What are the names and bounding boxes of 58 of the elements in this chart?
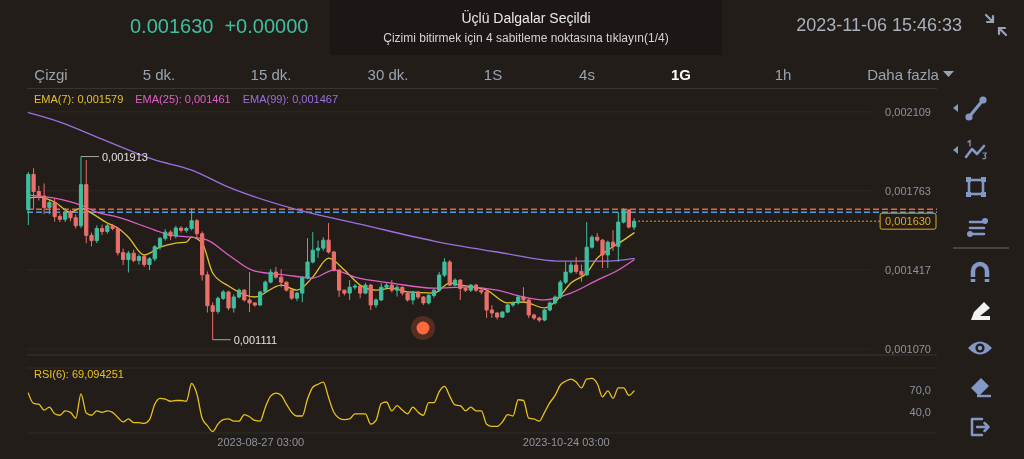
x-tick-label: 2023-08-27 03:00 — [217, 436, 305, 448]
text: EMA(25): 0,001461 — [135, 93, 231, 105]
series-label: RSI(6): 69,094251 — [34, 368, 124, 380]
annotation: 0,001111 — [233, 333, 278, 346]
candlestick — [26, 171, 31, 226]
candlestick — [168, 229, 173, 241]
candlestick — [410, 290, 415, 306]
candlestick — [226, 290, 231, 311]
candlestick — [368, 283, 373, 311]
text: 2023-11-06 15:46:33 — [796, 15, 962, 35]
y-tick-label: 0,002109 — [885, 105, 931, 118]
candlestick — [468, 283, 473, 293]
candlestick — [142, 254, 147, 268]
text: 5 dk. — [142, 65, 176, 83]
candlestick — [136, 253, 142, 266]
text: 1S — [483, 65, 503, 83]
y-tick-label: 0,001417 — [885, 263, 931, 276]
ref-line-label: 0,001630 — [885, 215, 932, 228]
text: Daha fazla — [867, 65, 940, 83]
candlestick — [131, 249, 136, 263]
candlestick — [363, 282, 368, 295]
candlestick — [126, 250, 131, 274]
candlestick — [394, 284, 400, 298]
annotation: 0,001913 — [101, 150, 148, 163]
candlestick — [105, 222, 110, 235]
candlestick — [389, 279, 394, 293]
text: Çizimi bitirmek için 4 sabitleme noktasına tıklayın(1/4) — [383, 31, 669, 45]
y-tick-label: 0,001763 — [885, 184, 931, 197]
line-series — [27, 112, 635, 262]
candlestick — [452, 277, 458, 287]
candlestick — [78, 156, 84, 229]
y-tick-label: 40,0 — [909, 406, 931, 419]
candlestick — [610, 229, 616, 252]
candlestick — [358, 284, 363, 299]
text: 30 dk. — [367, 65, 409, 83]
candlestick — [63, 207, 68, 223]
x-tick-label: 2023-10-24 03:00 — [522, 436, 610, 448]
text: 4s — [579, 65, 595, 83]
candlestick — [94, 224, 99, 244]
candlestick — [632, 217, 637, 231]
text: 15 dk. — [250, 65, 292, 83]
y-tick-label: 70,0 — [909, 384, 931, 397]
text: Çizgi — [34, 65, 68, 83]
text: +0.00000 — [224, 15, 309, 37]
text: 1G — [670, 65, 692, 83]
candlestick — [447, 259, 452, 287]
text: Üçlü Dalgalar Seçildi — [461, 9, 591, 26]
candlestick — [605, 240, 610, 269]
candlestick — [99, 224, 105, 236]
y-tick-label: 0,001070 — [885, 343, 931, 356]
candlestick — [173, 225, 178, 239]
candlestick — [626, 208, 631, 229]
candlestick — [47, 198, 52, 215]
text: 1h — [774, 65, 792, 83]
text: 0.001630 — [130, 15, 214, 37]
text: EMA(99): 0,001467 — [242, 93, 339, 105]
text: EMA(7): 0,001579 — [34, 93, 124, 105]
candlestick — [178, 225, 184, 234]
